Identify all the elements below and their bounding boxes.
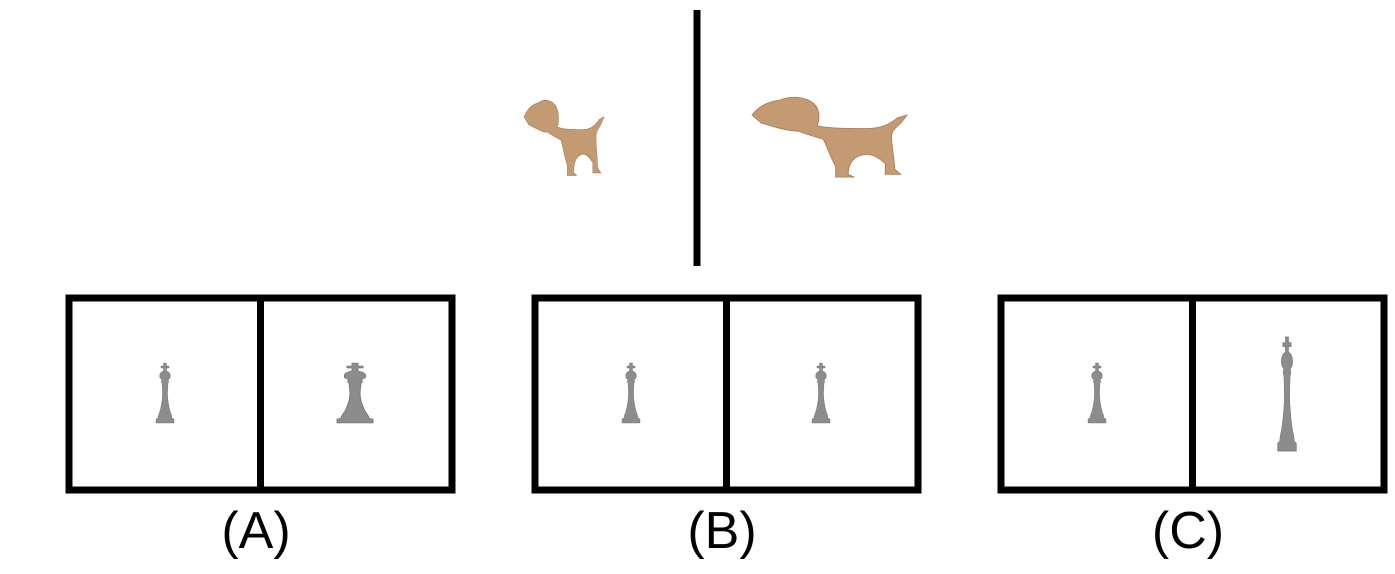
example-pair — [523, 10, 908, 266]
example-right-dog — [751, 96, 908, 178]
dog-icon — [751, 96, 908, 178]
chess-king-icon — [811, 362, 831, 424]
chess-king-icon — [1276, 336, 1298, 452]
option-c-label: (C) — [1152, 502, 1224, 560]
chess-king-icon — [336, 362, 374, 424]
option-c[interactable]: (C) — [997, 294, 1388, 560]
option-a-label: (A) — [221, 502, 290, 560]
example-left-dog — [523, 99, 605, 177]
chess-king-icon — [155, 362, 175, 424]
dog-icon — [523, 99, 605, 177]
option-b[interactable]: (B) — [531, 294, 922, 560]
option-a[interactable]: (A) — [65, 294, 456, 560]
chess-king-icon — [621, 362, 641, 424]
option-b-label: (B) — [687, 502, 756, 560]
chess-king-icon — [1087, 362, 1107, 424]
